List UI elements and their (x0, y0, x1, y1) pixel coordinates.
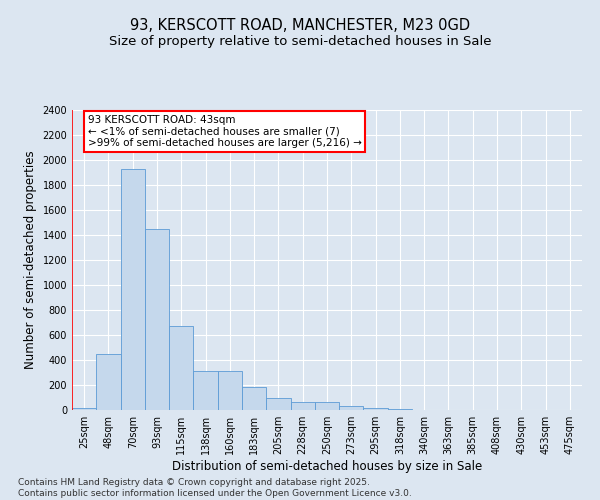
Bar (218, 371, 242, 410)
Y-axis label: Number of semi-detached properties: Number of semi-detached properties (24, 150, 37, 370)
Text: 93 KERSCOTT ROAD: 43sqm
← <1% of semi-detached houses are smaller (7)
>99% of se: 93 KERSCOTT ROAD: 43sqm ← <1% of semi-de… (88, 115, 362, 148)
Text: 93, KERSCOTT ROAD, MANCHESTER, M23 0GD: 93, KERSCOTT ROAD, MANCHESTER, M23 0GD (130, 18, 470, 32)
Bar (339, 406, 364, 410)
Bar (290, 402, 315, 410)
Bar (145, 229, 169, 410)
Text: Contains HM Land Registry data © Crown copyright and database right 2025.
Contai: Contains HM Land Registry data © Crown c… (18, 478, 412, 498)
Bar (193, 371, 218, 410)
X-axis label: Distribution of semi-detached houses by size in Sale: Distribution of semi-detached houses by … (172, 460, 482, 473)
Text: Size of property relative to semi-detached houses in Sale: Size of property relative to semi-detach… (109, 35, 491, 48)
Bar (388, 409, 412, 410)
Bar (121, 170, 145, 410)
Bar (96, 354, 121, 410)
Bar (364, 408, 388, 410)
Bar (315, 402, 339, 410)
Bar (169, 326, 193, 410)
Bar (266, 398, 290, 410)
Bar (242, 387, 266, 410)
Bar (72, 408, 96, 410)
